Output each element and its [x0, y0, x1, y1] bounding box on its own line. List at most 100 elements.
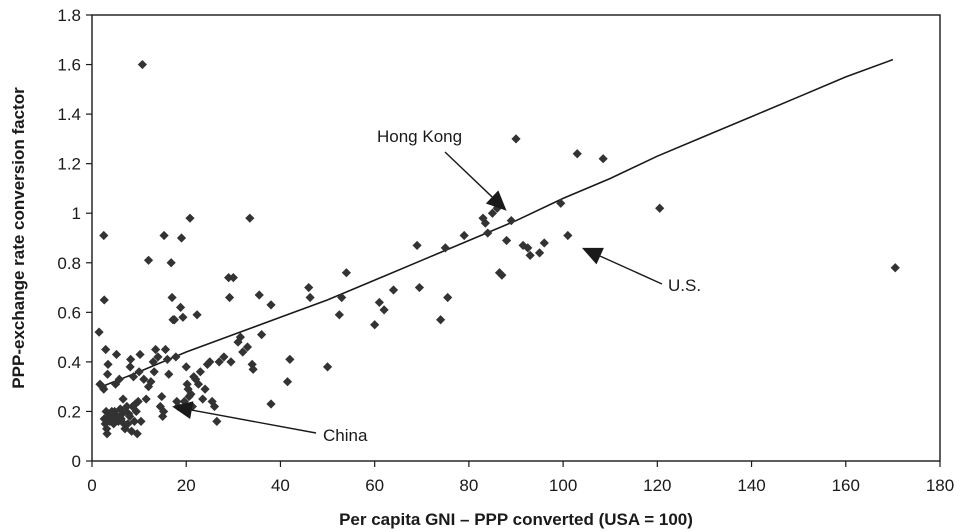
data-point: [305, 292, 315, 303]
data-point: [459, 230, 469, 241]
data-point: [118, 394, 128, 404]
data-point: [214, 357, 224, 367]
data-point: [181, 362, 191, 372]
data-point: [285, 354, 295, 365]
data-point: [116, 414, 126, 424]
data-point: [126, 354, 136, 365]
data-point: [136, 416, 146, 426]
data-point: [257, 330, 267, 340]
data-point: [111, 349, 122, 360]
data-point: [487, 208, 498, 218]
data-point: [414, 282, 425, 293]
data-point: [193, 379, 204, 389]
data-point: [205, 357, 215, 367]
data-point: [99, 295, 109, 305]
data-point: [341, 268, 351, 278]
data-point: [134, 367, 144, 377]
data-point: [167, 292, 177, 303]
data-point: [282, 377, 293, 387]
data-point: [483, 228, 493, 238]
data-point: [133, 396, 143, 407]
data-point: [159, 230, 169, 241]
annotation-label: Hong Kong: [377, 127, 462, 146]
data-point: [224, 292, 235, 303]
data-point: [143, 255, 154, 265]
x-tick-label: 20: [177, 476, 196, 495]
trend-line: [101, 58, 894, 388]
data-point: [198, 394, 208, 404]
data-point: [412, 240, 422, 251]
data-point: [539, 238, 549, 248]
annotation-arrow-head: [172, 401, 194, 419]
data-point: [108, 414, 118, 424]
data-point: [102, 429, 112, 439]
data-point: [139, 374, 149, 384]
data-point: [178, 312, 188, 322]
x-tick-label: 40: [271, 476, 290, 495]
data-point: [125, 362, 135, 372]
x-tick-label: 60: [365, 476, 384, 495]
data-point: [228, 273, 238, 283]
data-point: [224, 273, 234, 283]
data-point: [148, 357, 158, 367]
data-point: [370, 320, 380, 330]
data-point: [129, 416, 139, 426]
data-point: [436, 315, 446, 325]
data-point: [534, 248, 545, 258]
data-point: [176, 233, 187, 243]
data-point: [123, 419, 133, 429]
data-point: [440, 243, 450, 253]
data-point: [125, 411, 135, 421]
data-point: [219, 352, 229, 362]
data-point: [158, 411, 168, 421]
data-point: [501, 235, 512, 246]
data-point: [226, 357, 236, 367]
data-point: [122, 401, 132, 412]
data-point: [175, 302, 186, 312]
data-point: [185, 213, 195, 223]
data-point: [238, 347, 248, 357]
data-point: [247, 359, 257, 369]
data-point: [114, 374, 124, 384]
data-point: [598, 154, 608, 164]
plot-area-frame: [91, 14, 941, 462]
tick-labels: 0 0.2 0.4 0.6 0.8 1 1.2 1.4 1.6 1.8 0 20 40 60 80 100 12…: [57, 6, 954, 495]
data-point: [388, 285, 399, 295]
y-tick-label: 0.6: [57, 303, 81, 322]
data-point: [202, 359, 213, 369]
data-point: [105, 416, 115, 426]
data-point: [572, 149, 582, 159]
x-tick-label: 80: [459, 476, 478, 495]
data-point: [480, 218, 490, 228]
y-tick-label: 1.4: [57, 105, 81, 124]
data-point: [655, 203, 665, 213]
x-tick-label: 100: [549, 476, 577, 495]
data-point: [556, 198, 566, 208]
data-point: [132, 429, 142, 439]
data-point: [153, 352, 163, 362]
data-point: [94, 327, 104, 337]
data-point: [192, 310, 202, 320]
annotation-arrow-line: [191, 409, 317, 434]
data-point: [506, 216, 516, 226]
data-point: [492, 203, 502, 213]
x-tick-label: 180: [926, 476, 954, 495]
x-axis-title: Per capita GNI – PPP converted (USA = 10…: [339, 510, 693, 529]
data-point: [235, 332, 245, 342]
data-point: [128, 372, 139, 382]
data-point: [110, 379, 121, 389]
data-point: [443, 292, 453, 303]
data-point: [146, 377, 156, 387]
data-point: [497, 270, 507, 280]
y-tick-label: 1.8: [57, 6, 81, 25]
axes: [86, 14, 941, 467]
data-point: [137, 59, 148, 70]
data-point: [102, 369, 113, 379]
data-point: [563, 230, 573, 241]
data-point: [248, 364, 258, 374]
y-tick-label: 1.6: [57, 56, 81, 75]
data-point: [212, 416, 222, 426]
data-point: [183, 384, 193, 394]
data-point: [322, 362, 333, 372]
